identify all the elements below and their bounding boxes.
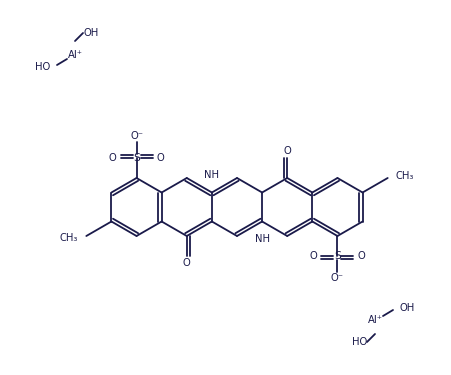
- Text: O: O: [358, 251, 365, 261]
- Text: NH: NH: [255, 234, 270, 244]
- Text: OH: OH: [83, 28, 98, 38]
- Text: Al⁺: Al⁺: [368, 315, 382, 325]
- Text: CH₃: CH₃: [396, 171, 414, 181]
- Text: NH: NH: [204, 170, 219, 180]
- Text: O: O: [156, 153, 165, 163]
- Text: O: O: [183, 258, 191, 268]
- Text: O: O: [309, 251, 318, 261]
- Text: Al⁺: Al⁺: [68, 50, 83, 60]
- Text: HO: HO: [352, 337, 367, 347]
- Text: S: S: [133, 153, 140, 163]
- Text: O: O: [283, 146, 291, 156]
- Text: CH₃: CH₃: [60, 233, 78, 243]
- Text: O⁻: O⁻: [331, 273, 344, 283]
- Text: S: S: [334, 251, 341, 261]
- Text: O: O: [109, 153, 116, 163]
- Text: OH: OH: [400, 303, 415, 313]
- Text: HO: HO: [35, 62, 50, 72]
- Text: O⁻: O⁻: [130, 131, 143, 141]
